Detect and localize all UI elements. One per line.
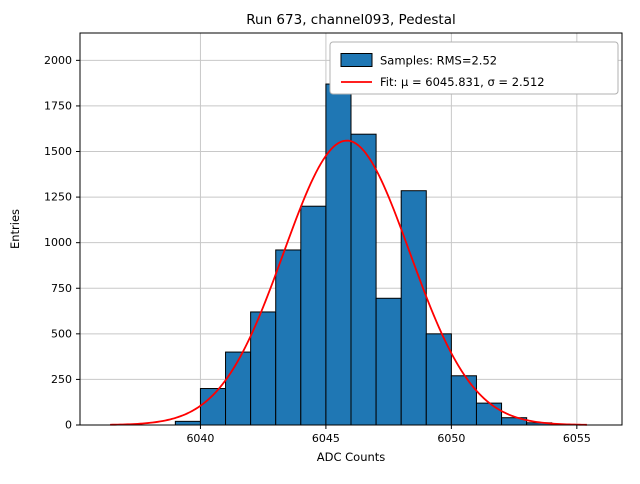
histogram-bar xyxy=(350,133,377,426)
y-tick-label: 1250 xyxy=(44,191,72,204)
histogram-bars xyxy=(174,83,553,426)
plot-area: 6040 6045 6050 6055 0 250 500 750 1000 1250 1500 17… xyxy=(44,32,623,445)
x-axis-label: ADC Counts xyxy=(317,450,386,464)
histogram-bar xyxy=(400,190,427,426)
axes-frame xyxy=(79,32,623,426)
y-tick-label: 500 xyxy=(51,327,72,340)
y-axis-label: Entries xyxy=(8,209,22,249)
legend: Samples: RMS=2.52 Fit: μ = 6045.831, σ =… xyxy=(329,41,619,95)
y-tick-label: 0 xyxy=(65,419,72,432)
x-axis-ticks: 6040 6045 6050 6055 xyxy=(186,425,591,445)
histogram-bar xyxy=(225,351,252,426)
y-tick-label: 750 xyxy=(51,282,72,295)
legend-fit-label: Fit: μ = 6045.831, σ = 2.512 xyxy=(380,75,545,89)
legend-box xyxy=(329,41,619,95)
histogram-bar xyxy=(275,249,302,426)
y-tick-label: 1750 xyxy=(44,99,72,112)
y-tick-label: 250 xyxy=(51,373,72,386)
chart-title: Run 673, channel093, Pedestal xyxy=(246,12,456,28)
histogram-bar xyxy=(425,333,452,426)
y-tick-label: 2000 xyxy=(44,54,72,67)
histogram-bar xyxy=(450,375,477,426)
histogram-bar xyxy=(174,420,201,426)
histogram-bar xyxy=(300,205,327,426)
histogram-bar xyxy=(475,402,503,426)
y-tick-label: 1500 xyxy=(44,145,72,158)
y-tick-label: 1000 xyxy=(44,236,72,249)
fit-curve xyxy=(110,139,587,426)
histogram-bar xyxy=(325,83,352,426)
x-tick-label: 6055 xyxy=(563,432,591,445)
legend-samples-label: Samples: RMS=2.52 xyxy=(380,54,497,68)
legend-samples-swatch xyxy=(340,53,373,67)
y-axis-ticks: 0 250 500 750 1000 1250 1500 1750 2000 xyxy=(44,54,80,432)
x-tick-label: 6045 xyxy=(312,432,340,445)
histogram-bar xyxy=(375,297,402,426)
x-tick-label: 6040 xyxy=(186,432,214,445)
x-tick-label: 6050 xyxy=(437,432,465,445)
